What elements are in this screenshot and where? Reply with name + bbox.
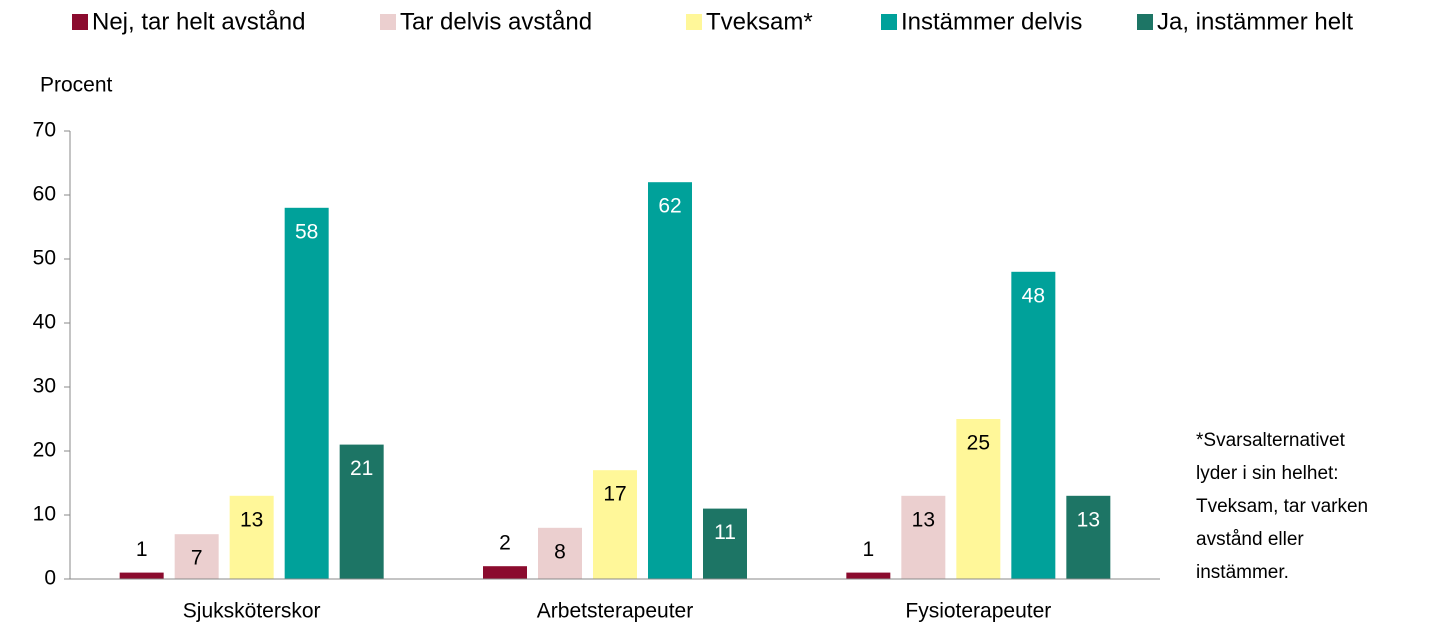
legend-swatch bbox=[686, 14, 702, 30]
bar bbox=[538, 527, 582, 579]
bar bbox=[703, 508, 747, 579]
legend-swatch bbox=[72, 14, 88, 30]
data-label: 48 bbox=[1022, 284, 1045, 307]
data-label: 25 bbox=[967, 432, 990, 455]
data-label: 1 bbox=[862, 538, 874, 561]
data-label: 17 bbox=[603, 483, 626, 506]
legend-label: Tar delvis avstånd bbox=[400, 8, 592, 35]
note-line: lyder i sin helhet: bbox=[1196, 463, 1339, 484]
bar bbox=[119, 572, 164, 579]
bar bbox=[1066, 495, 1111, 579]
data-label: 13 bbox=[240, 508, 263, 531]
bar bbox=[593, 470, 637, 579]
x-tick-label: Fysioterapeuter bbox=[905, 600, 1051, 623]
data-label: 1 bbox=[136, 538, 148, 561]
legend: Nej, tar helt avstånd Tar delvis avstånd T… bbox=[72, 8, 1353, 35]
bar bbox=[284, 207, 329, 580]
legend-swatch bbox=[881, 14, 897, 30]
bar bbox=[846, 572, 891, 579]
data-label: 8 bbox=[554, 540, 566, 563]
data-label: 21 bbox=[350, 457, 373, 480]
legend-label: Tveksam* bbox=[706, 8, 813, 35]
bar bbox=[339, 444, 384, 579]
x-tick-label: Sjuksköterskor bbox=[183, 600, 321, 623]
y-tick-label: 20 bbox=[33, 439, 56, 462]
x-tick-label: Arbetsterapeuter bbox=[537, 600, 693, 623]
y-tick-label: 50 bbox=[33, 247, 56, 270]
bar bbox=[1011, 271, 1056, 579]
legend-label: Instämmer delvis bbox=[901, 8, 1082, 35]
data-label: 62 bbox=[658, 195, 681, 218]
y-tick-label: 40 bbox=[33, 311, 56, 334]
data-label: 58 bbox=[295, 220, 318, 243]
bar bbox=[648, 182, 692, 579]
legend-label: Ja, instämmer helt bbox=[1157, 8, 1353, 35]
data-label: 11 bbox=[714, 521, 736, 544]
data-label: 13 bbox=[912, 508, 935, 531]
bar bbox=[483, 566, 527, 579]
y-tick-label: 30 bbox=[33, 375, 56, 398]
data-label: 2 bbox=[499, 532, 511, 555]
bar bbox=[901, 495, 946, 579]
legend-label: Nej, tar helt avstånd bbox=[92, 8, 305, 35]
legend-swatch bbox=[380, 14, 396, 30]
data-label: 13 bbox=[1077, 508, 1100, 531]
y-tick-label: 70 bbox=[33, 119, 56, 142]
note-line: instämmer. bbox=[1196, 562, 1289, 583]
bar bbox=[229, 495, 274, 579]
note-line: Tveksam, tar varken bbox=[1196, 496, 1368, 517]
note-line: *Svarsalternativet bbox=[1196, 430, 1346, 451]
y-axis-label: Procent bbox=[40, 74, 113, 97]
y-tick-label: 10 bbox=[33, 503, 56, 526]
note-line: avstånd eller bbox=[1196, 529, 1304, 550]
legend-swatch bbox=[1137, 14, 1153, 30]
bar bbox=[956, 419, 1001, 579]
y-tick-label: 60 bbox=[33, 183, 56, 206]
y-tick-label: 0 bbox=[44, 567, 56, 590]
bar bbox=[174, 534, 219, 579]
data-label: 7 bbox=[191, 547, 203, 570]
